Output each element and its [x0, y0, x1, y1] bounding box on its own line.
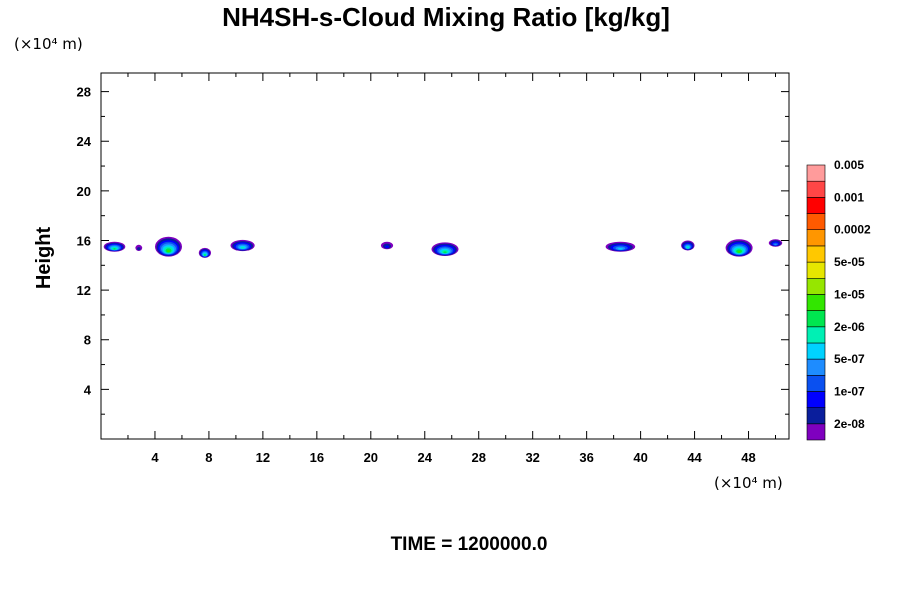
colorbar-swatch [806, 294, 826, 311]
colorbar-label: 2e-06 [834, 320, 865, 334]
colorbar-swatch [806, 407, 826, 425]
x-tick-label: 32 [525, 450, 539, 465]
x-tick-label: 40 [633, 450, 647, 465]
x-tick-label: 48 [741, 450, 755, 465]
y-tick-label: 4 [84, 382, 92, 397]
colorbar-swatch [806, 245, 826, 263]
cloud-level [443, 251, 447, 254]
cloud-blob [431, 242, 459, 256]
y-tick-label: 12 [77, 283, 91, 298]
x-tick-label: 20 [364, 450, 378, 465]
cloud-level [240, 247, 245, 249]
colorbar-label: 1e-07 [834, 385, 865, 399]
cloud-level [167, 250, 170, 253]
colorbar-swatch [806, 391, 826, 409]
y-tick-label: 20 [77, 184, 91, 199]
colorbar-label: 0.005 [834, 158, 864, 172]
cloud-level [617, 248, 623, 250]
y-tick-label: 16 [77, 233, 91, 248]
x-tick-label: 24 [418, 450, 433, 465]
cloud-level [686, 246, 689, 249]
x-tick-label: 8 [205, 450, 212, 465]
colorbar-swatch [806, 326, 826, 344]
colorbar-swatch [806, 358, 826, 376]
cloud-blob [198, 247, 211, 258]
x-tick-label: 36 [579, 450, 593, 465]
y-axis-label: Height [33, 227, 55, 290]
x-tick-label: 12 [256, 450, 270, 465]
x-tick-label: 28 [471, 450, 485, 465]
y-tick-label: 24 [77, 134, 92, 149]
colorbar-swatch [806, 164, 826, 182]
colorbar-swatch [806, 277, 826, 295]
cloud-level [774, 243, 777, 246]
colorbar-swatch [806, 423, 826, 441]
colorbar-label: 5e-07 [834, 352, 865, 366]
cloud-level [137, 247, 141, 251]
chart-title: NH4SH-s-Cloud Mixing Ratio [kg/kg] [222, 2, 670, 32]
y-axis-unit: (×10⁴ m) [14, 35, 83, 53]
colorbar-swatch [806, 342, 826, 360]
cloud-level [204, 254, 206, 256]
plot-frame [100, 72, 790, 440]
cloud-blob [230, 239, 255, 252]
colorbar-label: 0.0002 [834, 223, 871, 237]
cloud-level [385, 245, 389, 248]
colorbar-label: 2e-08 [834, 417, 865, 431]
colorbar-swatch [806, 180, 826, 198]
colorbar-label: 0.001 [834, 190, 864, 204]
cloud-blob [135, 244, 143, 251]
colorbar-swatch [806, 213, 826, 231]
cloud-level [113, 248, 116, 250]
cloud-blob [155, 236, 182, 257]
cloud-blob [768, 239, 783, 247]
y-tick-label: 8 [84, 333, 91, 348]
time-label: TIME = 1200000.0 [391, 534, 548, 555]
cloud-level [737, 250, 741, 253]
colorbar-swatch [806, 310, 826, 328]
x-axis-unit: (×10⁴ m) [714, 474, 783, 492]
cloud-blob [725, 239, 753, 257]
x-tick-label: 44 [687, 450, 702, 465]
cloud-blob [380, 241, 394, 250]
cloud-blob [605, 241, 636, 252]
colorbar-label: 5e-05 [834, 255, 865, 269]
colorbar-swatch [806, 374, 826, 392]
colorbar-swatch [806, 197, 826, 214]
colorbar-swatch [806, 261, 826, 279]
cloud-blob [103, 241, 126, 252]
x-tick-label: 16 [310, 450, 324, 465]
cloud-blob [681, 240, 695, 251]
colorbar-swatch [806, 229, 826, 247]
x-tick-label: 4 [151, 450, 159, 465]
y-tick-label: 28 [77, 85, 91, 100]
colorbar: 2e-08 1e-07 5e-07 2e-06 1e-05 5e-05 0.0002 0.00… [806, 158, 871, 441]
colorbar-label: 1e-05 [834, 287, 865, 301]
